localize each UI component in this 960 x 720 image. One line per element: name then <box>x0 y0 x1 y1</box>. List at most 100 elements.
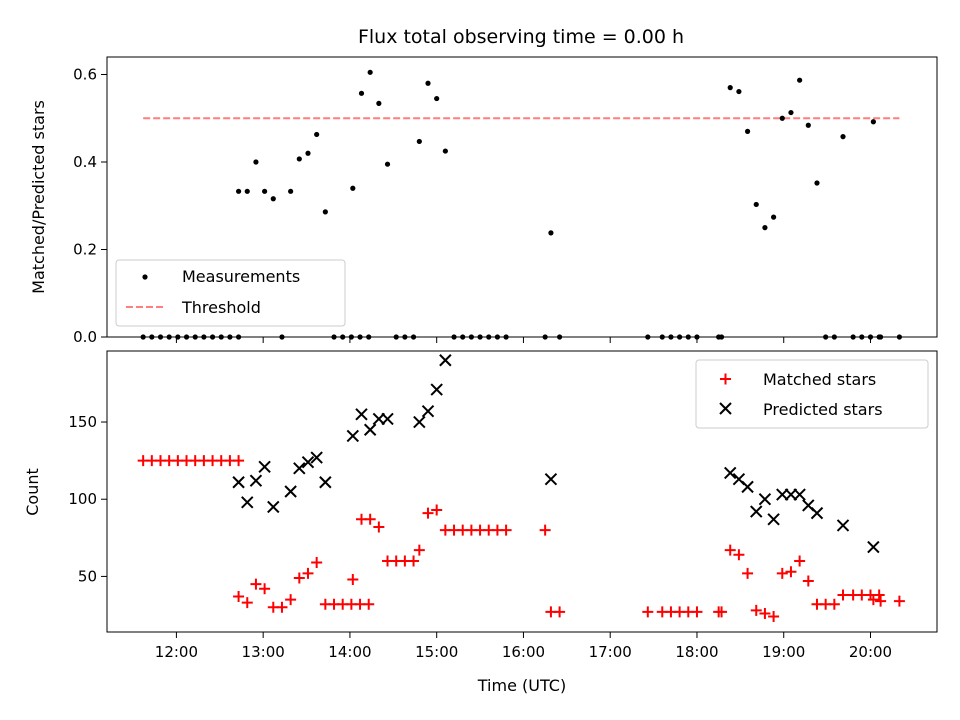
measurement-point <box>270 196 276 202</box>
legend-predicted-swatch <box>719 402 732 415</box>
matched-star-marker <box>875 595 887 607</box>
matched-star-marker <box>724 544 736 556</box>
bottom-legend-box <box>695 359 929 429</box>
top-y-ticks: 0.0 0.2 0.4 0.6 <box>73 66 107 346</box>
predicted-star-marker <box>346 429 360 443</box>
measurement-point <box>253 159 259 165</box>
matched-star-marker <box>302 567 314 579</box>
matched-star-marker <box>828 598 840 610</box>
matched-star-marker <box>293 572 305 584</box>
x-tick-label: 19:00 <box>762 643 805 661</box>
matched-star-marker <box>691 606 703 618</box>
measurement-point <box>416 138 422 145</box>
predicted-star-marker <box>793 488 806 501</box>
matched-star-marker <box>642 606 654 618</box>
predicted-star-marker <box>741 480 754 494</box>
measurement-point <box>814 180 820 186</box>
legend-measurements-swatch <box>142 274 148 280</box>
matched-star-marker <box>554 606 566 618</box>
predicted-star-marker <box>355 408 368 421</box>
matched-star-marker <box>539 524 551 536</box>
matched-star-marker <box>422 507 434 519</box>
measurement-point <box>235 188 242 194</box>
matched-star-marker <box>311 557 323 569</box>
measurement-point <box>244 188 250 194</box>
predicted-star-marker <box>363 423 377 436</box>
matched-star-marker <box>276 601 288 613</box>
measurement-point <box>314 131 320 138</box>
measurement-point <box>384 161 391 167</box>
measurement-point <box>442 148 448 154</box>
measurement-point <box>771 214 777 220</box>
measurement-point <box>296 156 302 162</box>
matched-star-marker <box>794 555 806 567</box>
predicted-star-marker <box>258 460 271 474</box>
measurement-points <box>140 69 903 340</box>
matched-star-marker <box>285 594 297 606</box>
predicted-star-marker <box>381 412 394 426</box>
x-axis-label: Time (UTC) <box>477 676 566 695</box>
predicted-star-marker <box>413 415 426 429</box>
matched-star-marker <box>759 607 771 619</box>
predicted-star-marker <box>758 493 772 506</box>
predicted-star-marker <box>724 466 737 480</box>
matched-stars-markers <box>137 455 905 623</box>
bottom-y-tick-label: 100 <box>68 490 97 508</box>
matched-star-marker <box>408 555 420 567</box>
x-tick-label: 15:00 <box>415 643 458 661</box>
measurement-point <box>840 134 846 140</box>
predicted-star-marker <box>249 474 263 487</box>
measurement-point <box>797 77 803 83</box>
x-tick-label: 14:00 <box>328 643 371 661</box>
x-tick-label: 12:00 <box>155 643 198 661</box>
bottom-legend: Matched stars Predicted stars <box>695 359 929 429</box>
bottom-y-ticks: 50 100 150 <box>68 413 107 585</box>
x-tick-label: 17:00 <box>589 643 632 661</box>
matched-star-marker <box>776 567 788 579</box>
matched-star-marker <box>500 524 512 536</box>
top-y-tick-label: 0.6 <box>73 66 97 84</box>
top-panel: 0.0 0.2 0.4 0.6 Matched/Predicted stars Mea… <box>29 56 938 346</box>
predicted-star-marker <box>750 505 763 518</box>
matched-star-marker <box>259 583 271 595</box>
bottom-y-tick-label: 150 <box>68 413 97 431</box>
measurement-point <box>753 201 759 208</box>
legend-measurements-label: Measurements <box>182 267 300 286</box>
measurement-point <box>434 95 440 102</box>
predicted-star-marker <box>284 485 297 498</box>
predicted-star-marker <box>544 472 558 486</box>
predicted-star-marker <box>421 405 435 418</box>
bottom-axes-frame <box>106 350 938 633</box>
measurement-point <box>358 90 365 96</box>
matched-star-marker <box>867 594 879 606</box>
bottom-y-axis-label: Count <box>23 468 42 516</box>
matched-star-marker <box>768 611 780 623</box>
legend-predicted-label: Predicted stars <box>763 400 883 419</box>
top-y-axis-label: Matched/Predicted stars <box>29 100 48 294</box>
top-axes-frame <box>106 56 938 338</box>
predicted-star-marker <box>810 506 824 520</box>
top-y-tick-label: 0.0 <box>73 328 97 346</box>
matched-star-marker <box>347 574 359 586</box>
predicted-star-marker <box>836 519 850 532</box>
matched-star-marker <box>363 598 375 610</box>
predicted-star-marker <box>867 540 880 554</box>
measurement-point <box>288 188 294 194</box>
measurement-point <box>736 88 742 95</box>
matched-star-marker <box>742 567 754 579</box>
x-tick-label: 16:00 <box>502 643 545 661</box>
predicted-star-marker <box>767 513 780 526</box>
measurement-point <box>762 225 768 231</box>
matched-star-marker <box>802 575 814 587</box>
measurement-point <box>262 188 268 194</box>
predicted-star-marker <box>439 354 452 367</box>
matched-star-marker <box>893 595 905 607</box>
measurement-point <box>376 100 382 106</box>
matched-star-marker <box>233 590 245 602</box>
predicted-star-marker <box>293 462 306 475</box>
measurement-point <box>727 85 733 91</box>
bottom-x-ticks: 12:00 13:00 14:00 15:00 16:00 17:00 18:00 19:00… <box>155 632 892 661</box>
x-tick-label: 20:00 <box>849 643 892 661</box>
